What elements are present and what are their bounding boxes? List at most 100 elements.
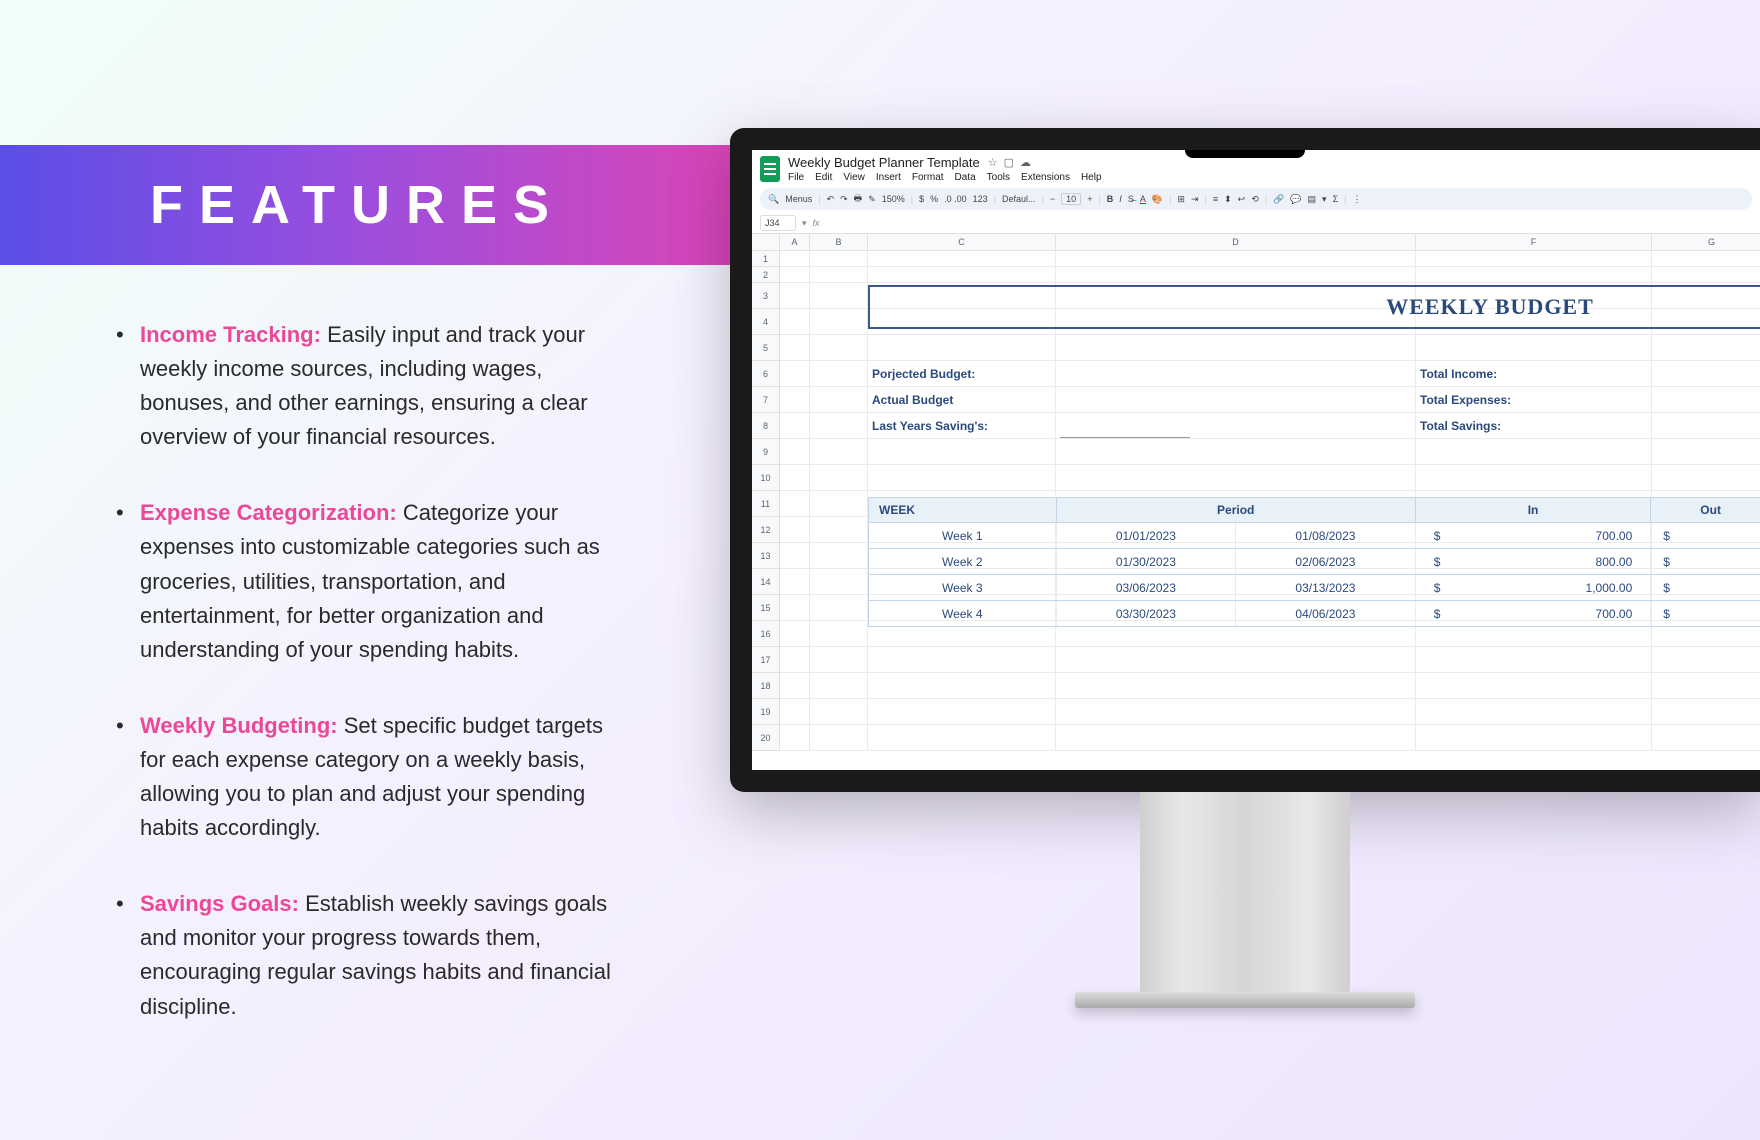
feature-item: Savings Goals: Establish weekly savings … (110, 887, 630, 1023)
menu-view[interactable]: View (843, 172, 865, 183)
font-size-minus[interactable]: − (1050, 194, 1055, 204)
format-number-icon[interactable]: 123 (973, 194, 988, 204)
font-select[interactable]: Defaul... (1002, 194, 1036, 204)
features-list: Income Tracking: Easily input and track … (110, 318, 630, 1066)
cell-period-end: 04/06/2023 (1236, 601, 1416, 626)
chevron-down-icon[interactable]: ▾ (802, 218, 807, 229)
align-icon[interactable]: ≡ (1213, 194, 1218, 204)
paint-icon[interactable]: ✎ (868, 194, 876, 205)
cell-period-start: 01/30/2023 (1057, 549, 1237, 574)
row-header[interactable]: 13 (752, 543, 779, 569)
menu-tools[interactable]: Tools (987, 172, 1010, 183)
row-header[interactable]: 8 (752, 413, 779, 439)
row-header[interactable]: 15 (752, 595, 779, 621)
fill-color-icon[interactable]: 🎨 (1152, 194, 1163, 205)
row-header[interactable]: 2 (752, 267, 779, 283)
monitor-notch (1185, 150, 1305, 158)
features-heading: FEATURES (150, 174, 565, 236)
menu-edit[interactable]: Edit (815, 172, 832, 183)
currency-icon[interactable]: $ (919, 194, 924, 204)
table-row[interactable]: Week 1 01/01/2023 01/08/2023 $700.00 $ (868, 523, 1760, 549)
table-row[interactable]: Week 4 03/30/2023 04/06/2023 $700.00 $ (868, 601, 1760, 627)
rotate-icon[interactable]: ⟲ (1251, 194, 1259, 205)
col-header[interactable]: A (780, 234, 810, 250)
strike-icon[interactable]: S̶ (1128, 194, 1134, 204)
row-header[interactable]: 1 (752, 251, 779, 267)
monitor-base (1075, 992, 1415, 1008)
row-header[interactable]: 12 (752, 517, 779, 543)
menu-data[interactable]: Data (955, 172, 976, 183)
table-row[interactable]: Week 3 03/06/2023 03/13/2023 $1,000.00 $ (868, 575, 1760, 601)
star-icon[interactable]: ☆ (988, 156, 998, 169)
menu-insert[interactable]: Insert (876, 172, 901, 183)
col-header[interactable]: G (1652, 234, 1760, 250)
redo-icon[interactable]: ↷ (840, 194, 848, 205)
menu-file[interactable]: File (788, 172, 804, 183)
functions-icon[interactable]: Σ (1333, 194, 1339, 204)
cell-period-start: 03/06/2023 (1057, 575, 1237, 600)
cell-out: $ (1651, 549, 1760, 574)
name-box[interactable]: J34 (760, 215, 796, 231)
font-size-plus[interactable]: + (1087, 194, 1092, 204)
menu-help[interactable]: Help (1081, 172, 1102, 183)
print-icon[interactable]: 🖶 (854, 191, 863, 207)
row-header[interactable]: 7 (752, 387, 779, 413)
monitor-screen: Weekly Budget Planner Template ☆ ▢ ☁ Fil… (752, 150, 1760, 770)
th-in: In (1416, 498, 1651, 522)
row-header[interactable]: 20 (752, 725, 779, 751)
link-icon[interactable]: 🔗 (1273, 194, 1284, 205)
filter-icon[interactable]: ▾ (1322, 194, 1327, 205)
wrap-icon[interactable]: ↩ (1238, 194, 1246, 205)
cloud-icon[interactable]: ☁ (1020, 156, 1031, 169)
menu-extensions[interactable]: Extensions (1021, 172, 1070, 183)
italic-icon[interactable]: I (1119, 194, 1122, 204)
more-icon[interactable]: ⋮ (1353, 194, 1362, 205)
cell-period-end: 02/06/2023 (1236, 549, 1416, 574)
row-header[interactable]: 11 (752, 491, 779, 517)
row-header[interactable]: 18 (752, 673, 779, 699)
row-header[interactable]: 10 (752, 465, 779, 491)
zoom-select[interactable]: 150% (882, 194, 905, 204)
cell-period-start: 03/30/2023 (1057, 601, 1237, 626)
valign-icon[interactable]: ⬍ (1224, 194, 1232, 205)
doc-title[interactable]: Weekly Budget Planner Template (788, 155, 980, 170)
col-header[interactable]: F (1416, 234, 1652, 250)
cells-area[interactable]: WEEKLY BUDGET Porjected Budget: Actual B… (780, 251, 1760, 751)
row-header[interactable]: 4 (752, 309, 779, 335)
col-header[interactable]: C (868, 234, 1056, 250)
decimal-icon[interactable]: .0 .00 (944, 194, 967, 204)
row-header[interactable]: 3 (752, 283, 779, 309)
label-total-savings: Total Savings: (1420, 419, 1501, 433)
label-last-year-savings: Last Years Saving's: (872, 419, 988, 433)
row-header[interactable]: 17 (752, 647, 779, 673)
menu-format[interactable]: Format (912, 172, 944, 183)
text-color-icon[interactable]: A (1140, 194, 1146, 204)
namebox-row: J34 ▾ fx (752, 213, 1760, 234)
undo-icon[interactable]: ↶ (827, 194, 835, 205)
row-header[interactable]: 16 (752, 621, 779, 647)
monitor-bezel: Weekly Budget Planner Template ☆ ▢ ☁ Fil… (730, 128, 1760, 792)
row-header[interactable]: 19 (752, 699, 779, 725)
sheet-grid: A B C D F G 1 2 3 4 5 6 7 (752, 234, 1760, 751)
label-total-income: Total Income: (1420, 367, 1497, 381)
col-header[interactable]: D (1056, 234, 1416, 250)
toolbar-search-label[interactable]: Menus (785, 194, 812, 204)
comment-icon[interactable]: 💬 (1290, 194, 1301, 205)
col-header[interactable]: B (810, 234, 868, 250)
table-row[interactable]: Week 2 01/30/2023 02/06/2023 $800.00 $ (868, 549, 1760, 575)
borders-icon[interactable]: ⊞ (1177, 194, 1185, 205)
row-header[interactable]: 14 (752, 569, 779, 595)
select-all-corner[interactable] (752, 234, 780, 250)
row-header[interactable]: 6 (752, 361, 779, 387)
bold-icon[interactable]: B (1107, 194, 1114, 204)
folder-icon[interactable]: ▢ (1004, 156, 1014, 169)
percent-icon[interactable]: % (930, 194, 938, 204)
sheets-logo-icon (760, 156, 780, 182)
merge-icon[interactable]: ⇥ (1191, 194, 1199, 205)
cell-week: Week 1 (869, 523, 1057, 548)
row-header[interactable]: 5 (752, 335, 779, 361)
chart-icon[interactable]: ▤ (1308, 194, 1317, 205)
search-icon[interactable]: 🔍 (768, 194, 779, 205)
row-header[interactable]: 9 (752, 439, 779, 465)
font-size-input[interactable]: 10 (1061, 193, 1081, 205)
